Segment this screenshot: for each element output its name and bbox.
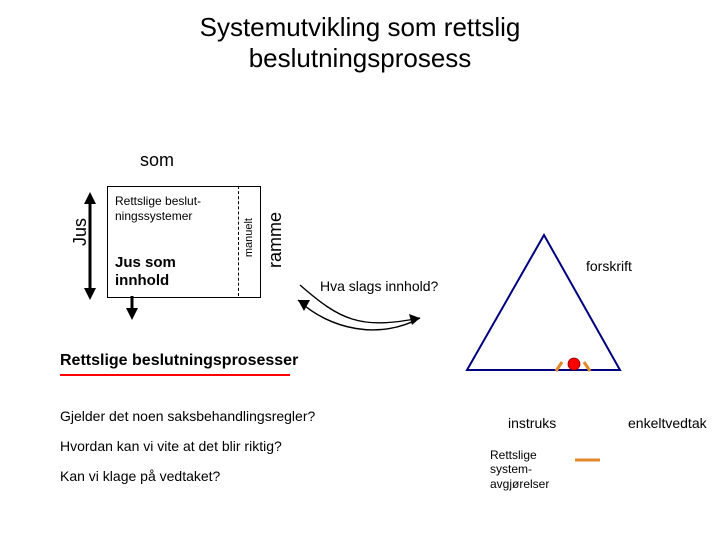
manuelt-vertical-label: manuelt — [243, 218, 255, 257]
rs-line3: avgjørelser — [490, 477, 549, 491]
rs-line2: system- — [490, 462, 532, 476]
ramme-vertical-label: ramme — [265, 212, 286, 268]
rettslige-system-label: Rettslige system- avgjørelser — [490, 448, 549, 491]
box2-line1: Jus som — [115, 254, 176, 271]
box2-text: Jus som innhold — [115, 254, 176, 290]
som-label: som — [140, 150, 174, 171]
hva-label: Hva slags innhold? — [320, 278, 438, 294]
question-3: Kan vi klage på vedtaket? — [60, 468, 220, 484]
question-2: Hvordan kan vi vite at det blir riktig? — [60, 438, 282, 454]
rs-line1: Rettslige — [490, 448, 537, 462]
title-line2: beslutningsprosess — [249, 43, 472, 73]
box1-line1: Rettslige beslut- — [115, 194, 201, 208]
dashed-divider — [238, 186, 239, 296]
enkeltvedtak-label: enkeltvedtak — [628, 415, 707, 431]
page-title: Systemutvikling som rettslig beslutnings… — [0, 12, 720, 74]
title-line1: Systemutvikling som rettslig — [200, 12, 521, 42]
forskrift-label: forskrift — [586, 258, 632, 274]
jus-vertical-label: Jus — [70, 218, 91, 246]
question-1: Gjelder det noen saksbehandlingsregler? — [60, 408, 315, 424]
processes-heading: Rettslige beslutningsprosesser — [60, 352, 298, 370]
instruks-label: instruks — [508, 415, 556, 431]
processes-underline — [60, 374, 290, 376]
box2-line2: innhold — [115, 272, 169, 289]
box1-line2: ningssystemer — [115, 209, 192, 223]
box1-text: Rettslige beslut- ningssystemer — [115, 194, 201, 224]
